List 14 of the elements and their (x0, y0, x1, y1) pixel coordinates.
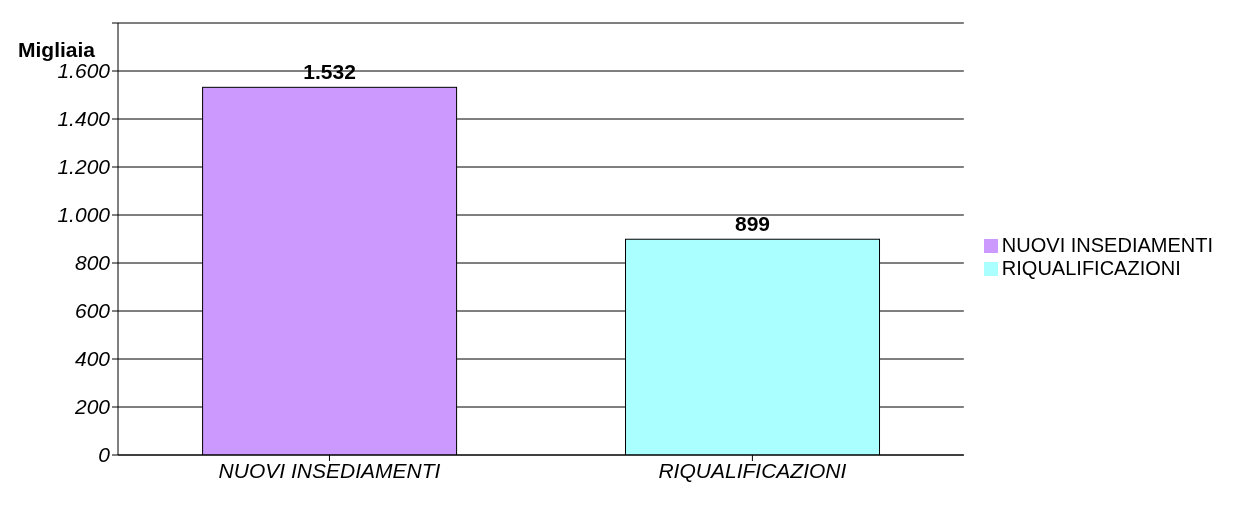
legend-label: NUOVI INSEDIAMENTI (1001, 233, 1213, 256)
y-axis-title: Migliaia (18, 38, 96, 62)
y-tick-label: 1.000 (57, 203, 111, 227)
y-tick-label: 1.400 (57, 107, 111, 131)
y-tick-label: 400 (74, 347, 111, 371)
y-tick-label: 600 (74, 299, 111, 323)
y-tick-label: 0 (98, 443, 111, 467)
y-tick-label: 1.600 (57, 59, 111, 83)
y-tick-label: 800 (74, 251, 111, 275)
y-tick-label: 1.200 (57, 155, 111, 179)
data-label: 899 (734, 212, 771, 236)
y-tick-label: 200 (73, 395, 111, 419)
data-label: 1.532 (303, 60, 356, 84)
legend-label: RIQUALIFICAZIONI (1001, 256, 1181, 279)
